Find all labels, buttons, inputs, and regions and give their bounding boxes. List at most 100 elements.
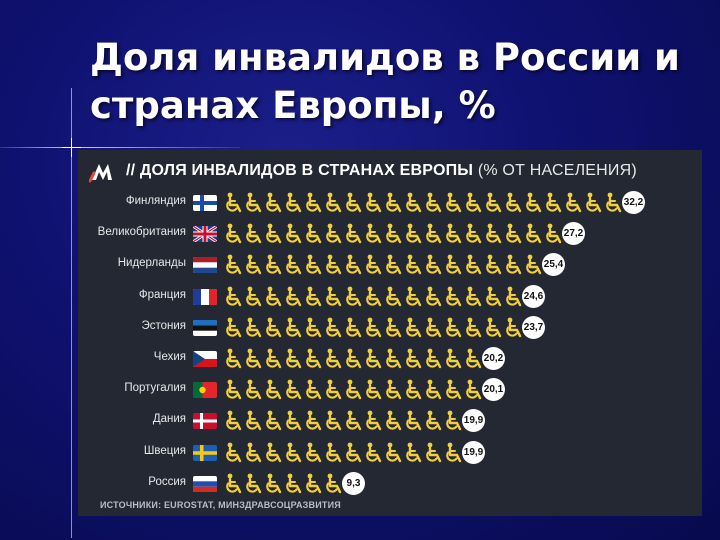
wheelchair-icon bbox=[306, 286, 322, 306]
wheelchair-icon bbox=[386, 442, 402, 462]
wheelchair-icon bbox=[526, 223, 542, 244]
wheelchair-icon bbox=[426, 192, 442, 213]
wheelchair-icon bbox=[246, 223, 262, 244]
wheelchair-icon bbox=[306, 192, 322, 213]
wheelchair-icon bbox=[366, 223, 382, 244]
wheelchair-icon bbox=[326, 317, 342, 337]
wheelchair-icon bbox=[286, 379, 302, 400]
wheelchair-icon bbox=[326, 254, 342, 275]
chart-row: Эстония 23,7 bbox=[78, 315, 702, 341]
publisher-logo bbox=[89, 164, 112, 183]
wheelchair-icon bbox=[326, 348, 342, 369]
wheelchair-icon bbox=[246, 192, 262, 213]
country-label: Дания bbox=[152, 413, 186, 426]
wheelchair-icon bbox=[306, 317, 322, 337]
value-label: 24,6 bbox=[522, 284, 545, 308]
wheelchair-icon bbox=[266, 317, 282, 337]
country-label: Нидерланды bbox=[117, 257, 186, 270]
wheelchair-icon bbox=[226, 473, 242, 493]
wheelchair-icon bbox=[326, 379, 342, 400]
bar-mark bbox=[226, 348, 482, 369]
wheelchair-icon bbox=[326, 192, 342, 213]
wheelchair-icon bbox=[466, 348, 482, 369]
wheelchair-icon bbox=[326, 223, 342, 244]
bar-mark bbox=[226, 286, 522, 306]
value-label: 19,9 bbox=[462, 440, 485, 464]
chart-row: Португалия 20,1 bbox=[78, 377, 702, 403]
wheelchair-icon bbox=[606, 192, 622, 213]
wheelchair-icon bbox=[546, 192, 562, 213]
country-label: Великобритания bbox=[97, 226, 186, 239]
wheelchair-icon bbox=[226, 254, 242, 275]
wheelchair-icon bbox=[526, 254, 542, 275]
wheelchair-icon bbox=[486, 254, 502, 275]
wheelchair-icon bbox=[286, 254, 302, 275]
wheelchair-icon bbox=[506, 192, 522, 213]
wheelchair-icon bbox=[506, 317, 522, 337]
chart-source: ИСТОЧНИКИ: EUROSTAT, МИНЗДРАВСОЦРАЗВИТИЯ bbox=[100, 500, 341, 510]
wheelchair-icon bbox=[506, 223, 522, 244]
wheelchair-icon bbox=[406, 192, 422, 213]
wheelchair-icon bbox=[366, 254, 382, 275]
wheelchair-icon bbox=[226, 286, 242, 306]
wheelchair-icon bbox=[266, 410, 282, 431]
portugal-flag-icon bbox=[193, 382, 217, 399]
wheelchair-icon bbox=[566, 192, 582, 213]
wheelchair-icon bbox=[526, 192, 542, 213]
bar-mark bbox=[226, 317, 522, 337]
wheelchair-icon bbox=[286, 223, 302, 244]
estonia-flag-icon bbox=[193, 319, 217, 336]
wheelchair-icon bbox=[386, 410, 402, 431]
wheelchair-icon bbox=[266, 254, 282, 275]
wheelchair-icon bbox=[246, 379, 262, 400]
wheelchair-icon bbox=[266, 442, 282, 462]
country-label: Швеция bbox=[143, 444, 186, 457]
wheelchair-icon bbox=[346, 286, 362, 306]
bar-mark bbox=[226, 442, 462, 462]
wheelchair-icon bbox=[446, 410, 462, 431]
wheelchair-icon bbox=[446, 379, 462, 400]
wheelchair-icon bbox=[286, 348, 302, 369]
bar-mark bbox=[226, 254, 542, 275]
wheelchair-icon bbox=[326, 473, 342, 493]
wheelchair-icon bbox=[406, 379, 422, 400]
wheelchair-icon bbox=[286, 410, 302, 431]
wheelchair-icon bbox=[346, 192, 362, 213]
wheelchair-icon bbox=[366, 442, 382, 462]
country-label: Португалия bbox=[124, 382, 186, 395]
wheelchair-icon bbox=[306, 379, 322, 400]
denmark-flag-icon bbox=[193, 413, 217, 430]
wheelchair-icon bbox=[266, 473, 282, 493]
russia-flag-icon bbox=[193, 475, 217, 492]
wheelchair-icon bbox=[266, 379, 282, 400]
country-label: Финляндия bbox=[125, 195, 186, 207]
wheelchair-icon bbox=[346, 223, 362, 244]
wheelchair-icon bbox=[266, 348, 282, 369]
uk-flag-icon bbox=[193, 226, 217, 243]
wheelchair-icon bbox=[346, 317, 362, 337]
wheelchair-icon bbox=[406, 254, 422, 275]
wheelchair-icon bbox=[446, 317, 462, 337]
wheelchair-icon bbox=[226, 192, 242, 213]
wheelchair-icon bbox=[366, 410, 382, 431]
wheelchair-icon bbox=[406, 348, 422, 369]
wheelchair-icon bbox=[466, 223, 482, 244]
wheelchair-icon bbox=[426, 442, 442, 462]
wheelchair-icon bbox=[466, 192, 482, 213]
chart-title-main: // ДОЛЯ ИНВАЛИДОВ В СТРАНАХ ЕВРОПЫ bbox=[126, 162, 474, 179]
wheelchair-icon bbox=[466, 254, 482, 275]
wheelchair-icon bbox=[426, 379, 442, 400]
wheelchair-icon bbox=[226, 442, 242, 462]
wheelchair-icon bbox=[546, 223, 562, 244]
wheelchair-icon bbox=[446, 223, 462, 244]
decorative-sparkle-icon bbox=[62, 138, 81, 157]
wheelchair-icon bbox=[426, 254, 442, 275]
chart-row: Франция 24,6 bbox=[78, 284, 702, 310]
wheelchair-icon bbox=[486, 192, 502, 213]
wheelchair-icon bbox=[226, 410, 242, 431]
bar-mark bbox=[226, 379, 482, 400]
wheelchair-icon bbox=[426, 410, 442, 431]
wheelchair-icon bbox=[386, 317, 402, 337]
wheelchair-icon bbox=[266, 192, 282, 213]
wheelchair-icon bbox=[326, 410, 342, 431]
